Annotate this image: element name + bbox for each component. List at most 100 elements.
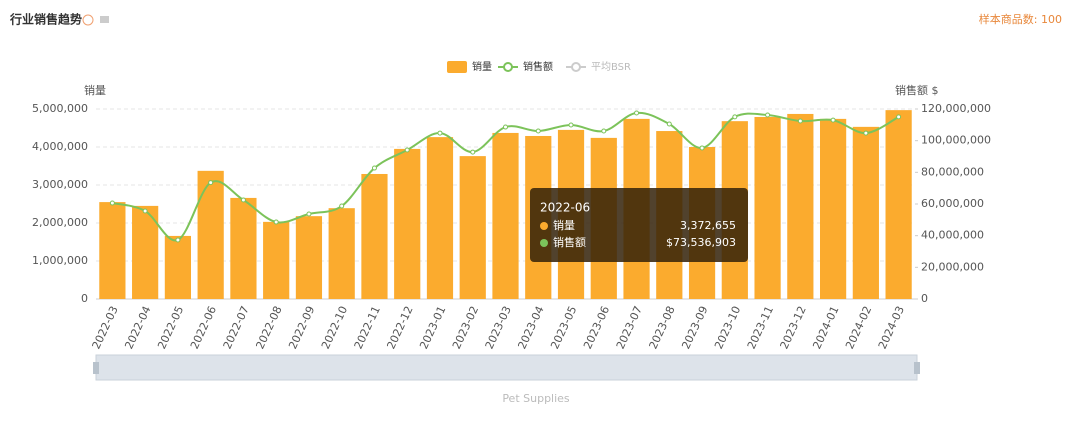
line-point	[830, 117, 836, 123]
line-point	[666, 121, 672, 127]
y-axis-label: 销量	[84, 83, 106, 97]
x-tick-label: 2023-07	[614, 304, 645, 351]
x-tick-label: 2022-04	[122, 304, 153, 351]
legend-swatch	[447, 61, 467, 73]
legend-label: 销售额	[523, 60, 553, 73]
y-tick-label: 4,000,000	[32, 140, 88, 153]
bar	[164, 235, 192, 299]
y-tick-label: 3,000,000	[32, 178, 88, 191]
tooltip-box	[530, 188, 748, 262]
tooltip-value: 3,372,655	[680, 219, 736, 232]
x-tick-label: 2022-06	[188, 304, 219, 351]
x-tick-label: 2023-01	[417, 304, 448, 351]
line-point	[863, 130, 869, 136]
y-tick-label: 2,000,000	[32, 216, 88, 229]
line-point	[896, 114, 902, 120]
tooltip-dot	[540, 222, 548, 230]
y2-axis-label: 销售额 $	[895, 83, 939, 97]
line-point	[634, 110, 640, 116]
x-tick-label: 2023-10	[712, 304, 743, 351]
line-point	[797, 118, 803, 124]
bar	[197, 170, 224, 299]
x-tick-label: 2022-12	[384, 304, 415, 351]
bar	[99, 202, 126, 299]
y2-tick-label: 80,000,000	[921, 165, 984, 178]
line-point	[273, 219, 279, 225]
line-point	[208, 180, 214, 186]
tooltip-name: 销量	[553, 218, 575, 232]
line-point	[535, 128, 541, 134]
chart-title: 行业销售趋势	[9, 12, 82, 27]
y2-tick-label: 120,000,000	[921, 102, 991, 115]
tooltip-dot	[540, 239, 548, 247]
bar	[754, 116, 781, 299]
line-point	[503, 124, 508, 130]
x-tick-label: 2023-08	[647, 304, 678, 351]
x-tick-label: 2022-11	[352, 304, 383, 351]
bar	[492, 132, 519, 299]
line-point	[109, 200, 115, 206]
legend-label: 平均BSR	[591, 61, 631, 73]
x-tick-label: 2023-12	[778, 304, 809, 351]
bar	[132, 205, 159, 299]
line-point	[371, 165, 377, 171]
line-point	[601, 128, 607, 134]
tooltip-title: 2022-06	[540, 201, 590, 215]
sample-count: 样本商品数: 100	[979, 12, 1062, 26]
bar	[852, 126, 879, 299]
tooltip: 2022-06 销量 3,372,655 销售额 $73,536,903	[530, 188, 748, 262]
y2-tick-label: 100,000,000	[921, 134, 991, 147]
help-icon[interactable]	[82, 14, 94, 26]
plot: 0 1,000,000 2,000,000 3,000,000 4,000,000 5,0…	[32, 102, 991, 351]
x-tick-label: 2023-09	[679, 304, 710, 351]
x-tick-label: 2022-03	[90, 304, 121, 351]
x-tick-label: 2022-08	[253, 304, 284, 351]
x-tick-label: 2022-09	[286, 304, 317, 351]
y-tick-label: 0	[81, 292, 88, 305]
line-point	[404, 147, 410, 153]
zoom-label: Pet Supplies	[502, 392, 570, 405]
bar	[394, 148, 421, 299]
x-tick-label: 2023-04	[515, 304, 546, 351]
line-point	[765, 112, 771, 118]
bar	[459, 156, 486, 299]
bar	[295, 216, 323, 299]
x-tick-label: 2023-05	[548, 304, 579, 351]
zoom-handle[interactable]	[93, 362, 99, 374]
line-point	[142, 208, 148, 214]
line-point	[339, 203, 345, 209]
x-tick-label: 2023-03	[483, 304, 514, 351]
line-point	[175, 237, 181, 243]
bar	[361, 173, 388, 299]
y2-tick-label: 40,000,000	[921, 229, 984, 242]
x-tick-label: 2022-10	[319, 304, 350, 351]
zoom-handle[interactable]	[914, 362, 920, 374]
x-tick-label: 2023-11	[745, 304, 776, 351]
line-point	[240, 197, 246, 203]
bar	[263, 221, 290, 299]
line-point	[699, 145, 705, 151]
bar	[787, 113, 814, 299]
line-point	[437, 130, 443, 136]
legend-swatch	[503, 62, 513, 72]
line-point	[306, 211, 312, 217]
x-tick-label: 2022-07	[221, 304, 252, 351]
bar	[230, 197, 257, 299]
line-point	[470, 149, 476, 155]
x-tick-label: 2024-01	[810, 304, 841, 351]
x-tick-label: 2023-02	[450, 304, 481, 351]
video-icon[interactable]	[100, 16, 109, 23]
bar	[819, 118, 847, 299]
tooltip-name: 销售额	[553, 235, 586, 249]
y2-tick-label: 60,000,000	[921, 197, 984, 210]
y2-tick-label: 20,000,000	[921, 260, 984, 273]
x-tick-label: 2024-02	[843, 304, 874, 351]
bar	[426, 137, 454, 299]
bar	[328, 208, 355, 299]
x-tick-label: 2022-05	[155, 304, 186, 351]
legend-swatch	[571, 62, 581, 72]
x-tick-label: 2023-06	[581, 304, 612, 351]
zoom-slider[interactable]	[95, 354, 918, 381]
y-tick-label: 1,000,000	[32, 254, 88, 267]
